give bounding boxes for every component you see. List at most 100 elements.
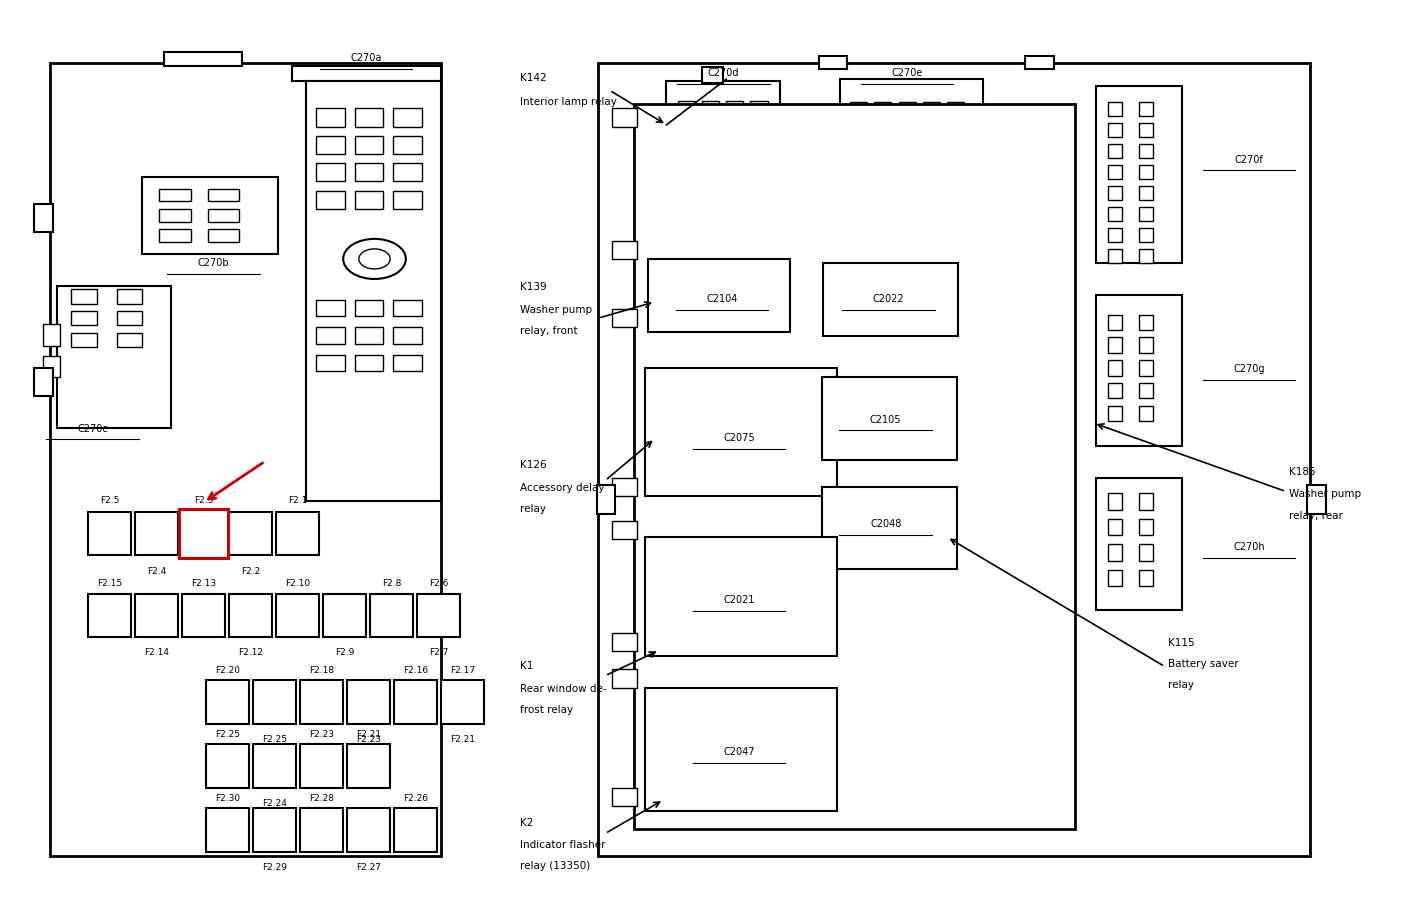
Text: C270b: C270b [198,258,229,267]
Bar [899,103,916,115]
Bar [923,138,940,149]
Text: Rear window de-: Rear window de- [520,683,607,692]
Bar [276,594,319,638]
Bar [300,744,343,788]
Bar [1096,87,1182,264]
Bar [43,356,60,378]
Bar [823,264,958,337]
Bar [1139,250,1153,263]
Bar [1108,145,1122,159]
Text: F2.30: F2.30 [215,793,241,802]
Bar [316,164,345,182]
Bar [947,138,964,149]
Text: K115: K115 [1168,638,1195,647]
Bar [645,537,837,656]
Bar [822,378,957,460]
Text: F2.17: F2.17 [450,665,476,674]
Bar [899,120,916,132]
Bar [355,328,383,344]
Bar [441,681,484,724]
Text: F2.4: F2.4 [147,567,167,576]
Bar [819,56,847,70]
Text: F2.26: F2.26 [403,793,429,802]
Bar [206,808,249,852]
Bar [355,109,383,128]
Bar [179,509,228,558]
Bar [253,744,296,788]
Bar [750,118,768,129]
Text: F2.25: F2.25 [262,734,288,743]
Bar [1108,166,1122,179]
Bar [417,594,460,638]
Text: K2: K2 [520,817,533,826]
Bar [300,681,343,724]
Bar [822,487,957,569]
Bar [347,744,390,788]
Text: relay (13350): relay (13350) [520,861,590,870]
Bar [393,355,422,372]
Bar [229,512,272,556]
Bar [597,486,615,515]
Bar [208,189,239,202]
Bar [300,808,343,852]
Bar [1307,486,1326,515]
Text: K139: K139 [520,282,547,292]
Bar [1139,145,1153,159]
Text: C270f: C270f [1235,155,1263,164]
Bar [678,118,695,129]
Bar [612,478,637,496]
Bar [648,260,790,333]
Bar [612,109,637,128]
Bar [678,135,695,146]
Bar [840,80,983,144]
Bar [393,328,422,344]
Bar [1139,187,1153,200]
Text: F2.23: F2.23 [356,734,382,743]
Text: Indicator flasher: Indicator flasher [520,840,605,849]
Bar [850,138,867,149]
Bar [159,230,191,242]
Text: F2.1: F2.1 [288,496,308,505]
Bar [598,64,1310,856]
Text: C2075: C2075 [723,433,755,442]
Bar [323,594,366,638]
Text: F2.15: F2.15 [97,578,122,588]
Bar [347,681,390,724]
Bar [874,120,891,132]
Text: K185: K185 [1289,467,1316,476]
Bar [1108,229,1122,242]
Bar [1108,494,1122,510]
Text: F2.29: F2.29 [262,862,288,871]
Bar [645,688,837,811]
Text: F2.14: F2.14 [144,648,169,657]
Bar [316,191,345,210]
Text: K142: K142 [520,73,547,82]
Text: F2.7: F2.7 [429,648,449,657]
Bar [117,312,142,326]
Bar [316,109,345,128]
Bar [347,808,390,852]
Text: C270e: C270e [891,68,923,77]
Text: F2.9: F2.9 [335,648,355,657]
Bar [355,355,383,372]
Text: C270a: C270a [350,54,382,63]
Bar [1108,250,1122,263]
Text: relay, rear: relay, rear [1289,511,1343,520]
Bar [1108,103,1122,117]
Bar [1139,545,1153,561]
Bar [923,103,940,115]
Bar [182,512,225,556]
Bar [159,189,191,202]
Bar [88,594,131,638]
Bar [1139,229,1153,242]
Text: Interior lamp relay: Interior lamp relay [520,97,617,107]
Bar [182,594,225,638]
Bar [1139,384,1153,399]
Text: F2.5: F2.5 [100,496,120,505]
Bar [947,103,964,115]
Bar [1108,384,1122,399]
Bar [850,120,867,132]
Bar [117,290,142,304]
Bar [355,137,383,155]
Bar [612,788,637,806]
